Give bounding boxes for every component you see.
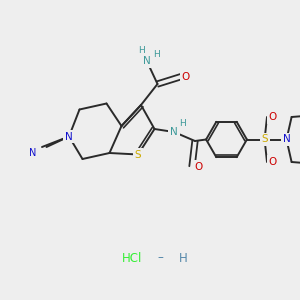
- Text: H: H: [138, 46, 145, 55]
- Text: O: O: [268, 157, 277, 167]
- Text: –: –: [158, 251, 164, 265]
- Text: O: O: [268, 112, 277, 122]
- Text: H: H: [178, 251, 188, 265]
- Text: H: H: [180, 118, 186, 127]
- Text: HCl: HCl: [122, 251, 142, 265]
- Text: N: N: [65, 131, 73, 142]
- Text: N: N: [170, 127, 178, 137]
- Text: S: S: [135, 149, 141, 160]
- Text: N: N: [283, 134, 290, 145]
- Text: N: N: [29, 148, 37, 158]
- Text: O: O: [182, 71, 190, 82]
- Text: O: O: [194, 161, 202, 172]
- Text: H: H: [153, 50, 159, 59]
- Text: S: S: [261, 134, 268, 145]
- Text: N: N: [143, 56, 151, 67]
